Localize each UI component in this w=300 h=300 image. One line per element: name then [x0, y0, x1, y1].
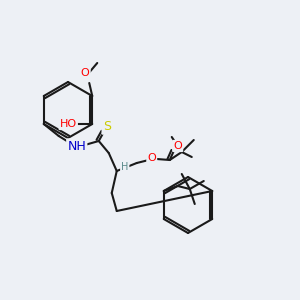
Text: NH: NH: [68, 140, 86, 152]
Text: O: O: [173, 141, 182, 151]
Text: HO: HO: [60, 119, 77, 129]
Text: O: O: [81, 68, 90, 78]
Text: S: S: [103, 121, 111, 134]
Text: O: O: [147, 153, 156, 163]
Text: H: H: [121, 162, 128, 172]
